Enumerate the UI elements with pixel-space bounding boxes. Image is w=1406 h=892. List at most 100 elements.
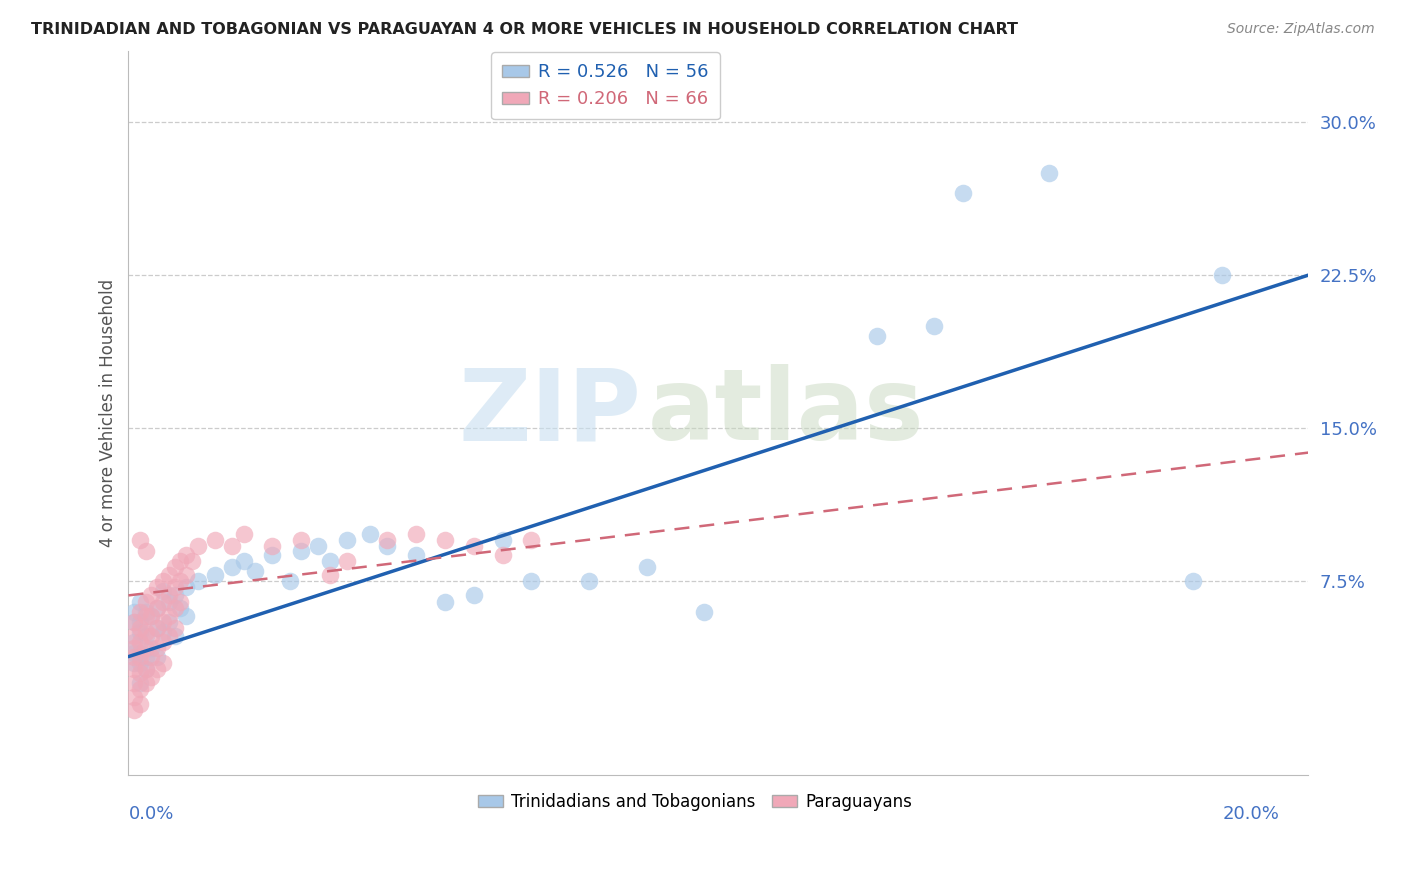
Point <box>129 625 152 640</box>
Point <box>405 548 427 562</box>
Point <box>187 574 209 588</box>
Point <box>122 641 145 656</box>
Point <box>405 527 427 541</box>
Text: atlas: atlas <box>648 364 924 461</box>
Point <box>693 605 716 619</box>
Point <box>262 540 284 554</box>
Point <box>146 621 169 635</box>
Point <box>129 605 152 619</box>
Point <box>135 641 157 656</box>
Point <box>129 697 152 711</box>
Point <box>174 548 197 562</box>
Point <box>135 676 157 690</box>
Point <box>278 574 301 588</box>
Point <box>122 690 145 705</box>
Point <box>491 548 513 562</box>
Point <box>169 574 191 588</box>
Point <box>174 568 197 582</box>
Point <box>141 608 163 623</box>
Point <box>129 533 152 548</box>
Point <box>135 662 157 676</box>
Point <box>359 527 381 541</box>
Point <box>146 621 169 635</box>
Point <box>463 540 485 554</box>
Point <box>129 635 152 649</box>
Point <box>157 615 180 629</box>
Point <box>141 608 163 623</box>
Point <box>146 649 169 664</box>
Point <box>122 615 145 629</box>
Point <box>129 646 152 660</box>
Point <box>129 682 152 697</box>
Point <box>152 635 174 649</box>
Point <box>262 548 284 562</box>
Point <box>152 656 174 670</box>
Point <box>163 588 186 602</box>
Point <box>434 533 457 548</box>
Point <box>434 594 457 608</box>
Point <box>122 646 145 660</box>
Y-axis label: 4 or more Vehicles in Household: 4 or more Vehicles in Household <box>100 278 117 547</box>
Point <box>146 600 169 615</box>
Point <box>290 533 312 548</box>
Point <box>157 594 180 608</box>
Point <box>135 629 157 643</box>
Point <box>135 594 157 608</box>
Point <box>169 600 191 615</box>
Point <box>135 625 157 640</box>
Point <box>924 319 946 334</box>
Point <box>163 580 186 594</box>
Point <box>578 574 600 588</box>
Point <box>290 543 312 558</box>
Point <box>141 629 163 643</box>
Point <box>146 662 169 676</box>
Point <box>163 600 186 615</box>
Point <box>336 554 359 568</box>
Point <box>141 670 163 684</box>
Point <box>146 641 169 656</box>
Point <box>221 559 243 574</box>
Point <box>152 584 174 599</box>
Point <box>129 621 152 635</box>
Point <box>204 533 226 548</box>
Point <box>377 540 399 554</box>
Point <box>122 703 145 717</box>
Point <box>129 665 152 680</box>
Point <box>243 564 266 578</box>
Point <box>129 615 152 629</box>
Point <box>122 656 145 670</box>
Text: 20.0%: 20.0% <box>1223 805 1279 823</box>
Point <box>1211 268 1233 282</box>
Point <box>1038 166 1060 180</box>
Point <box>129 676 152 690</box>
Point <box>135 608 157 623</box>
Point <box>169 594 191 608</box>
Point <box>952 186 974 201</box>
Point <box>204 568 226 582</box>
Point <box>122 629 145 643</box>
Point <box>152 594 174 608</box>
Point <box>491 533 513 548</box>
Point <box>221 540 243 554</box>
Point <box>135 662 157 676</box>
Point <box>122 615 145 629</box>
Point <box>122 605 145 619</box>
Point <box>129 656 152 670</box>
Point <box>146 580 169 594</box>
Point <box>141 649 163 664</box>
Point <box>122 635 145 649</box>
Text: ZIP: ZIP <box>458 364 641 461</box>
Point <box>135 605 157 619</box>
Point <box>129 649 152 664</box>
Point <box>163 629 186 643</box>
Point <box>152 574 174 588</box>
Point <box>122 662 145 676</box>
Point <box>319 554 342 568</box>
Point <box>169 554 191 568</box>
Point <box>520 574 543 588</box>
Point <box>141 641 163 656</box>
Point <box>307 540 329 554</box>
Point <box>152 615 174 629</box>
Point <box>174 580 197 594</box>
Point <box>1182 574 1205 588</box>
